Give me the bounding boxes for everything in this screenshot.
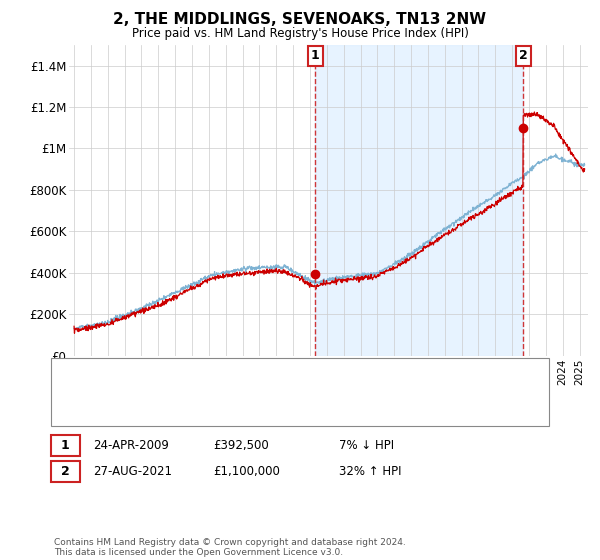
Text: Price paid vs. HM Land Registry's House Price Index (HPI): Price paid vs. HM Land Registry's House … (131, 27, 469, 40)
Bar (315, 45, 523, 356)
Text: £1,100,000: £1,100,000 (213, 465, 280, 478)
Text: 1: 1 (61, 438, 70, 452)
Text: Contains HM Land Registry data © Crown copyright and database right 2024.
This d: Contains HM Land Registry data © Crown c… (54, 538, 406, 557)
Text: 24-APR-2009: 24-APR-2009 (93, 438, 169, 452)
Text: 2: 2 (519, 49, 527, 63)
Text: 7% ↓ HPI: 7% ↓ HPI (339, 438, 394, 452)
Text: 2, THE MIDDLINGS, SEVENOAKS, TN13 2NW (detached house): 2, THE MIDDLINGS, SEVENOAKS, TN13 2NW (d… (117, 374, 463, 384)
Text: 2, THE MIDDLINGS, SEVENOAKS, TN13 2NW: 2, THE MIDDLINGS, SEVENOAKS, TN13 2NW (113, 12, 487, 27)
Text: 1: 1 (311, 49, 320, 63)
Text: £392,500: £392,500 (213, 438, 269, 452)
Text: HPI: Average price, detached house, Sevenoaks: HPI: Average price, detached house, Seve… (117, 400, 384, 410)
Text: 27-AUG-2021: 27-AUG-2021 (93, 465, 172, 478)
Text: 2: 2 (61, 465, 70, 478)
Text: 32% ↑ HPI: 32% ↑ HPI (339, 465, 401, 478)
